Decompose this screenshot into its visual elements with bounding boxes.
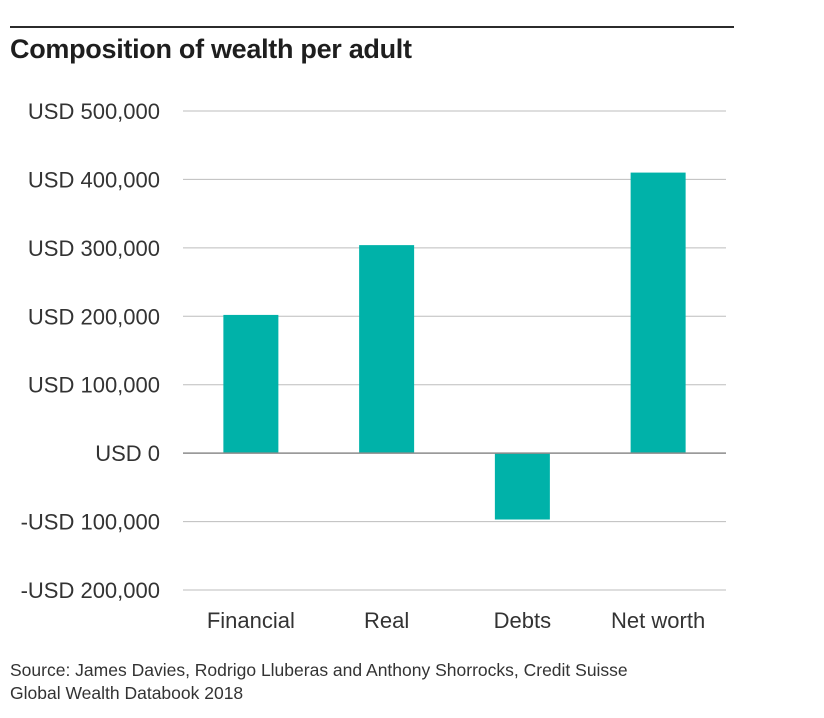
chart-title: Composition of wealth per adult	[10, 34, 412, 64]
y-axis-tick-labels: USD 500,000 USD 400,000 USD 300,000 USD 200…	[21, 99, 160, 603]
y-tick-label: -USD 100,000	[21, 510, 160, 535]
y-tick-label: USD 0	[95, 441, 160, 466]
y-tick-label: USD 300,000	[28, 236, 160, 261]
x-axis-tick-labels: Financial Real Debts Net worth	[207, 608, 705, 633]
bar-debts	[494, 453, 550, 520]
bar-real	[359, 245, 415, 454]
x-tick-label: Net worth	[611, 608, 705, 633]
source-line-2: Global Wealth Databook 2018	[10, 683, 244, 703]
source-line-1: Source: James Davies, Rodrigo Lluberas a…	[10, 660, 628, 680]
bar-net-worth	[630, 172, 686, 454]
source-note: Source: James Davies, Rodrigo Lluberas a…	[10, 659, 810, 705]
y-tick-label: -USD 200,000	[21, 578, 160, 603]
y-tick-label: USD 400,000	[28, 167, 160, 192]
x-tick-label: Financial	[207, 608, 295, 633]
bars	[223, 172, 686, 520]
y-tick-label: USD 500,000	[28, 99, 160, 124]
x-tick-label: Real	[364, 608, 409, 633]
bar-financial	[223, 314, 279, 454]
y-tick-label: USD 200,000	[28, 304, 160, 329]
top-rule	[10, 26, 734, 28]
y-tick-label: USD 100,000	[28, 373, 160, 398]
x-tick-label: Debts	[494, 608, 551, 633]
